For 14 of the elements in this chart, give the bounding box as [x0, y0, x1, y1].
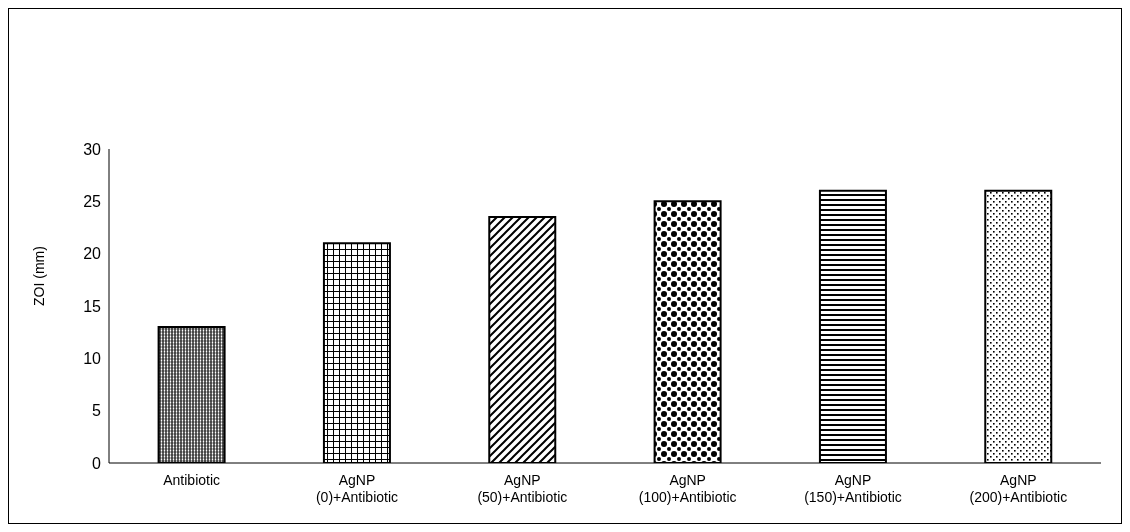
x-tick-label: Antibiotic — [163, 472, 221, 488]
y-tick-label: 10 — [83, 350, 102, 368]
x-tick-label: AgNP (200)+Antibiotic — [969, 472, 1068, 505]
y-tick-label: 20 — [83, 245, 102, 263]
x-tick-label: AgNP (100)+Antibiotic — [638, 472, 737, 505]
y-tick-label: 0 — [92, 454, 102, 472]
y-tick-label: 25 — [83, 193, 102, 211]
x-tick-label: AgNP (50)+Antibiotic — [477, 472, 568, 505]
x-tick-label: AgNP (0)+Antibiotic — [315, 472, 399, 505]
y-tick-label: 5 — [92, 402, 102, 420]
y-tick-label: 30 — [83, 140, 102, 158]
y-axis-title: ZOI (mm) — [30, 246, 47, 306]
y-tick-label: 15 — [83, 297, 102, 315]
x-tick-label: AgNP (150)+Antibiotic — [804, 472, 902, 505]
